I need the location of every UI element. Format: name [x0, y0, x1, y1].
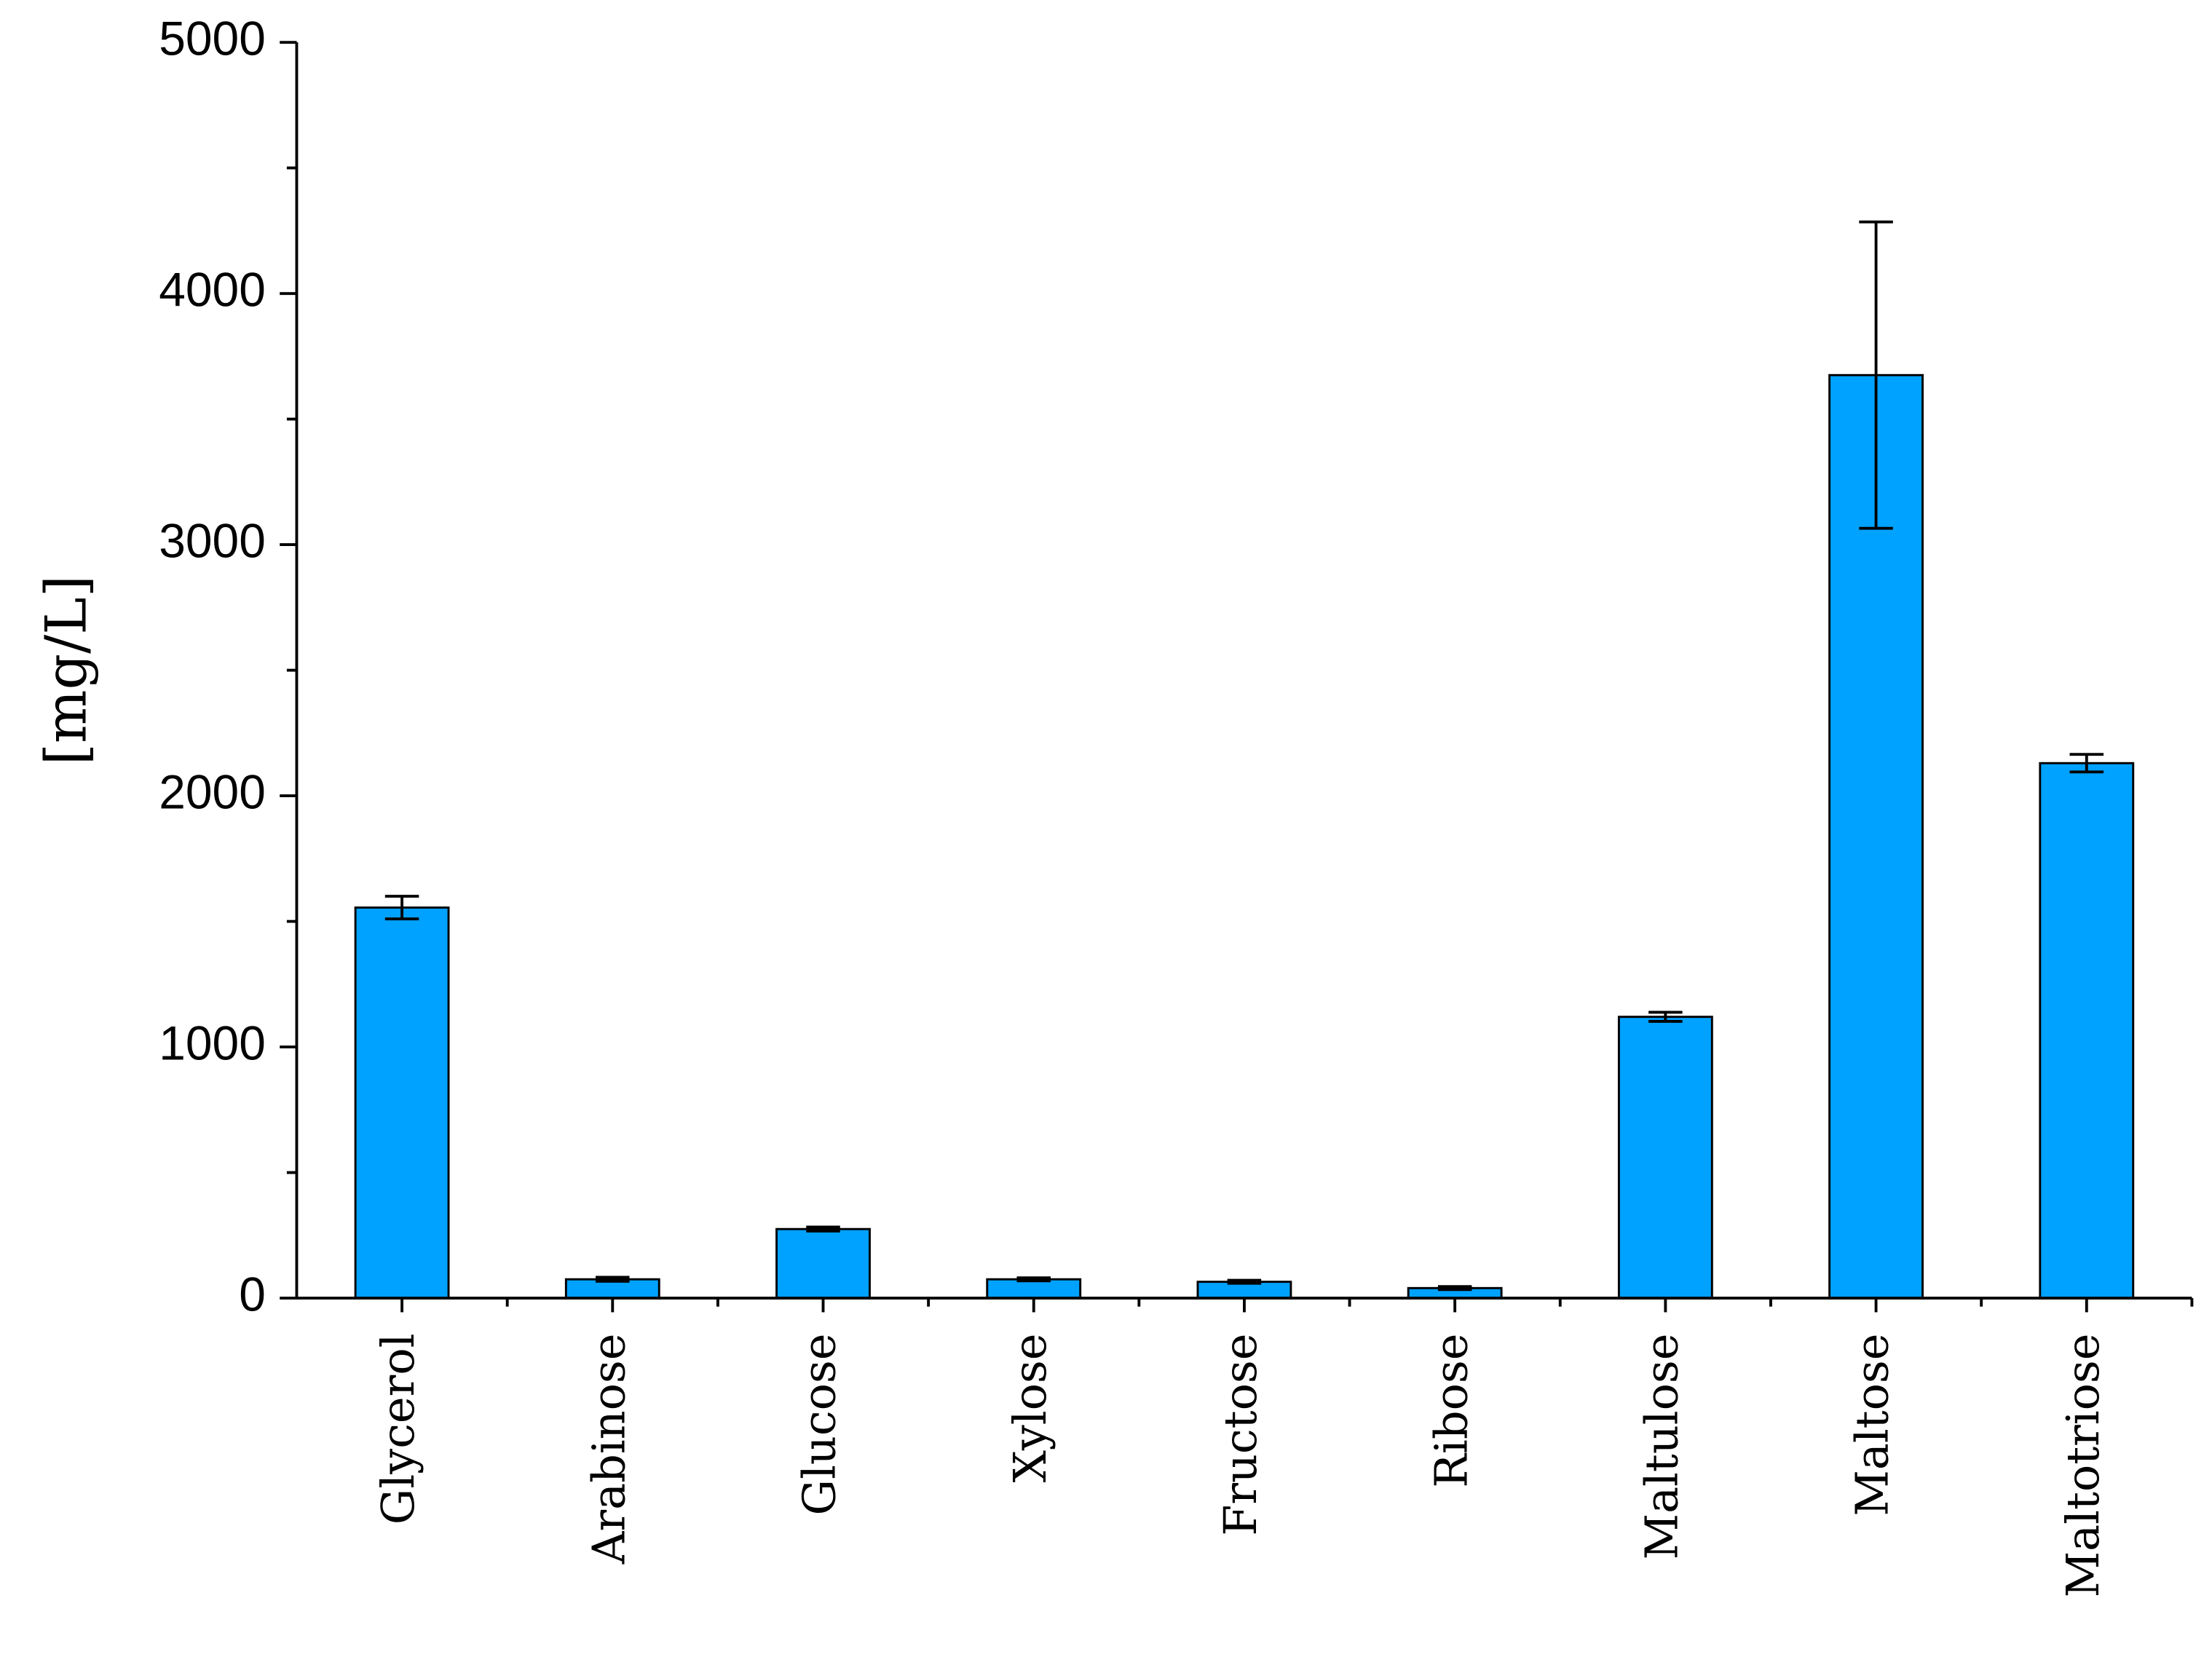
bar [1617, 1016, 1713, 1300]
x-tick-label: Fructose [1214, 1334, 1267, 1536]
y-tick-label: 0 [239, 1267, 266, 1321]
x-tick-label: Maltotriose [2056, 1334, 2109, 1598]
bar [354, 906, 450, 1300]
x-tick-label: Glucose [793, 1334, 846, 1516]
x-tick-label: Arabinose [582, 1334, 635, 1565]
x-tick-label: Ribose [1424, 1334, 1477, 1488]
x-tick-label: Glycerol [371, 1334, 424, 1525]
bar [986, 1278, 1082, 1300]
error-bar [2069, 753, 2104, 774]
y-tick-label: 5000 [159, 12, 266, 66]
error-bar [384, 895, 419, 921]
x-tick-label: Maltulose [1635, 1334, 1688, 1560]
x-tick-label: Xylose [1003, 1334, 1056, 1483]
y-tick-label: 3000 [159, 514, 266, 568]
bar [2039, 762, 2135, 1300]
y-tick-label: 4000 [159, 263, 266, 317]
error-bar [1016, 1276, 1051, 1283]
error-bar [596, 1276, 630, 1283]
x-tick-label: Maltose [1846, 1334, 1899, 1516]
error-bar [1648, 1011, 1683, 1023]
y-axis-label: [mg/L] [33, 575, 99, 765]
y-tick-label: 2000 [159, 765, 266, 819]
error-bar [1437, 1285, 1472, 1292]
error-bar [1859, 220, 1893, 530]
error-bar [806, 1225, 840, 1233]
error-bar [1227, 1278, 1262, 1285]
y-tick-label: 1000 [159, 1016, 266, 1070]
bar [775, 1227, 871, 1300]
